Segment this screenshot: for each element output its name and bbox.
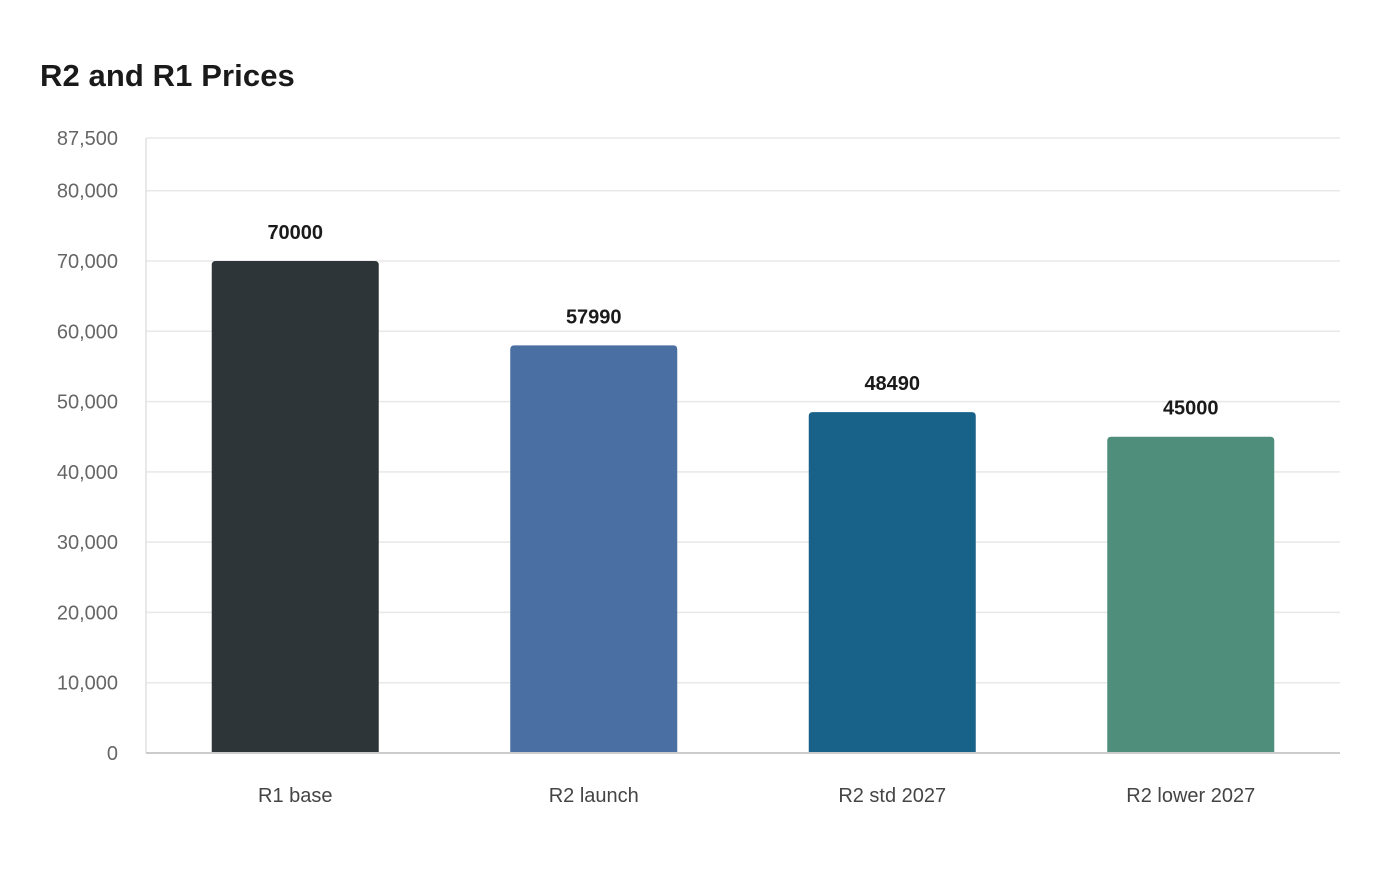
y-tick-label: 40,000 [57, 462, 118, 484]
data-labels: 70000 57990 48490 45000 [267, 222, 1218, 420]
y-tick-label: 80,000 [57, 181, 118, 203]
x-axis-tick-labels: R1 base R2 launch R2 std 2027 R2 lower 2027 [258, 785, 1255, 807]
y-tick-label: 20,000 [57, 602, 118, 624]
data-label: 45000 [1163, 398, 1219, 420]
bar [510, 345, 678, 753]
x-tick-label: R2 std 2027 [838, 785, 946, 807]
y-tick-label: 60,000 [57, 321, 118, 343]
bar [211, 261, 379, 753]
bars [211, 261, 1275, 753]
y-tick-label: 87,500 [57, 128, 118, 150]
y-tick-label: 70,000 [57, 251, 118, 273]
y-tick-label: 10,000 [57, 673, 118, 695]
data-label: 70000 [267, 222, 323, 244]
y-axis-tick-labels: 0 10,000 20,000 30,000 40,000 50,000 60,000 70,… [57, 128, 118, 765]
x-tick-label: R1 base [258, 785, 333, 807]
x-tick-label: R2 lower 2027 [1126, 785, 1255, 807]
chart-title: R2 and R1 Prices [40, 58, 295, 93]
axes [145, 138, 1340, 754]
bar [808, 412, 976, 753]
y-tick-label: 50,000 [57, 392, 118, 414]
y-tick-label: 30,000 [57, 532, 118, 554]
x-tick-label: R2 launch [549, 785, 639, 807]
data-label: 48490 [864, 373, 920, 395]
bar [1107, 436, 1275, 753]
y-tick-label: 0 [107, 743, 118, 765]
data-label: 57990 [566, 306, 622, 328]
